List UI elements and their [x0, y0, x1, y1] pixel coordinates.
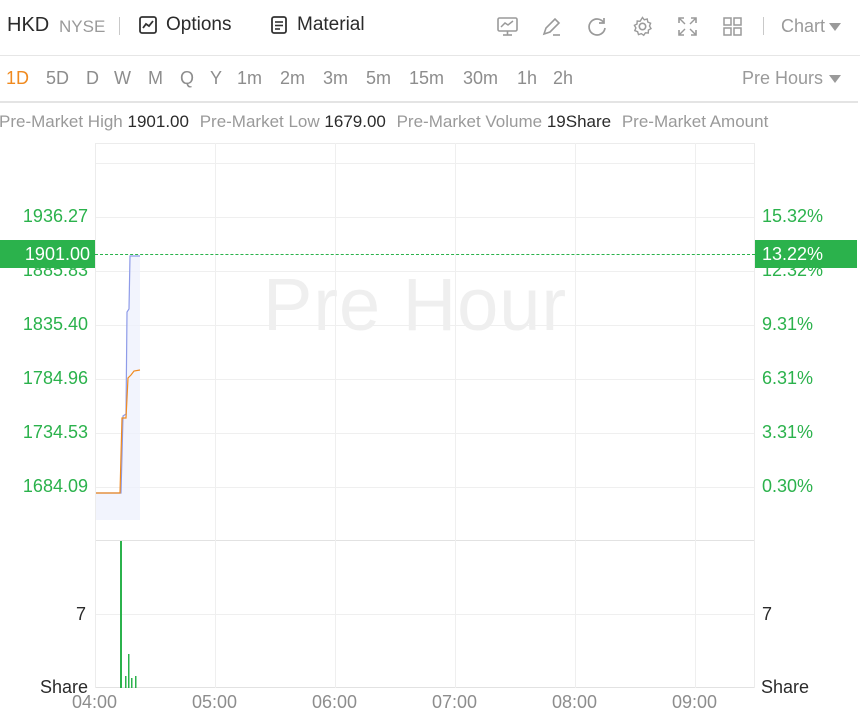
tab-1h[interactable]: 1h — [517, 68, 538, 88]
tab-5m[interactable]: 5m — [366, 68, 392, 88]
grid-line — [575, 143, 576, 688]
divider — [0, 55, 860, 56]
tab-15m[interactable]: 15m — [409, 68, 445, 88]
tab-d[interactable]: D — [86, 68, 99, 88]
tab-1m[interactable]: 1m — [237, 68, 263, 88]
time-tick-label: 07:00 — [432, 692, 478, 712]
stat-value: 19Share — [546, 112, 612, 131]
options-chart-icon — [139, 16, 157, 34]
current-price-line — [95, 254, 755, 255]
divider — [119, 17, 120, 35]
grid-line — [96, 614, 754, 615]
draw-pen-icon[interactable] — [540, 15, 563, 38]
exchange-label: NYSE — [59, 17, 106, 36]
tab-m[interactable]: M — [148, 68, 163, 88]
tab-w[interactable]: W — [114, 68, 131, 88]
document-icon — [271, 16, 287, 34]
material-button[interactable]: Material — [269, 14, 365, 36]
tab-1d[interactable]: 1D — [6, 68, 30, 88]
session-label: Pre Hours — [742, 68, 824, 88]
grid-line — [96, 271, 754, 272]
tab-5d[interactable]: 5D — [46, 68, 70, 88]
current-percent-badge: 13.22% — [755, 240, 857, 268]
tab-y[interactable]: Y — [210, 68, 223, 88]
stat-value: 1679.00 — [324, 112, 386, 131]
chart-watermark: Pre Hour — [263, 263, 568, 346]
price-tick-label: 1784.96 — [22, 368, 88, 388]
stock-symbol: HKD — [7, 14, 50, 36]
stat-label: Pre-Market High — [0, 112, 123, 131]
percent-tick-label: 3.31% — [762, 422, 814, 442]
fullscreen-icon[interactable] — [676, 15, 699, 38]
grid-line — [96, 217, 754, 218]
volume-tick-label: 7 — [762, 604, 773, 624]
stat-label: Pre-Market Volume — [396, 112, 543, 131]
tab-2m[interactable]: 2m — [280, 68, 306, 88]
tab-q[interactable]: Q — [180, 68, 195, 88]
time-tick-label: 06:00 — [312, 692, 358, 712]
chevron-down-icon — [829, 22, 842, 31]
indicator-screen-icon[interactable] — [496, 15, 519, 38]
time-tick-label: 08:00 — [552, 692, 598, 712]
grid-line — [695, 143, 696, 688]
stat-label: Pre-Market Low — [199, 112, 320, 131]
grid-line — [96, 687, 754, 688]
current-price-badge: 1901.00 — [0, 240, 95, 268]
material-label: Material — [297, 14, 365, 35]
price-tick-label: 1936.27 — [22, 206, 88, 226]
time-tick-label: 09:00 — [672, 692, 718, 712]
top-toolbar: HKD NYSE Options Material Chart — [0, 0, 860, 54]
refresh-icon[interactable] — [586, 15, 609, 38]
grid-line — [96, 163, 754, 164]
layout-grid-icon[interactable] — [721, 15, 744, 38]
time-tick-label: 04:00 — [72, 692, 118, 712]
percent-tick-label: 9.31% — [762, 314, 814, 334]
chart-type-dropdown[interactable]: Chart — [781, 16, 842, 37]
options-button[interactable]: Options — [138, 14, 231, 36]
grid-line — [215, 143, 216, 688]
options-label: Options — [166, 14, 232, 35]
percent-tick-label: 15.32% — [762, 206, 824, 226]
tab-3m[interactable]: 3m — [323, 68, 349, 88]
chart-dropdown-label: Chart — [781, 16, 826, 36]
price-tick-label: 1734.53 — [22, 422, 88, 442]
stat-label: Pre-Market Amount — [621, 112, 769, 131]
volume-unit-label: Share — [761, 677, 810, 697]
tab-30m[interactable]: 30m — [463, 68, 499, 88]
percent-tick-label: 6.31% — [762, 368, 814, 388]
stat-value: 1901.00 — [127, 112, 189, 131]
chevron-down-icon — [829, 74, 842, 83]
grid-line — [96, 325, 754, 326]
gear-icon[interactable] — [631, 15, 654, 38]
chart-plot-area[interactable] — [95, 143, 755, 688]
divider — [0, 101, 858, 103]
volume-unit-label: Share — [40, 677, 89, 697]
volume-tick-label: 7 — [76, 604, 87, 624]
price-tick-label: 1835.40 — [22, 314, 88, 334]
grid-line — [455, 143, 456, 688]
tab-2h[interactable]: 2h — [553, 68, 574, 88]
grid-line — [96, 487, 754, 488]
percent-tick-label: 0.30% — [762, 476, 814, 496]
volume-divider — [96, 540, 754, 541]
premarket-stats: Pre-Market High 1901.00 Pre-Market Low 1… — [0, 112, 774, 132]
price-tick-label: 1684.09 — [22, 476, 88, 496]
grid-line — [96, 433, 754, 434]
session-dropdown[interactable]: Pre Hours — [742, 68, 842, 89]
grid-line — [96, 379, 754, 380]
grid-line — [335, 143, 336, 688]
divider — [763, 17, 764, 35]
time-tick-label: 05:00 — [192, 692, 238, 712]
